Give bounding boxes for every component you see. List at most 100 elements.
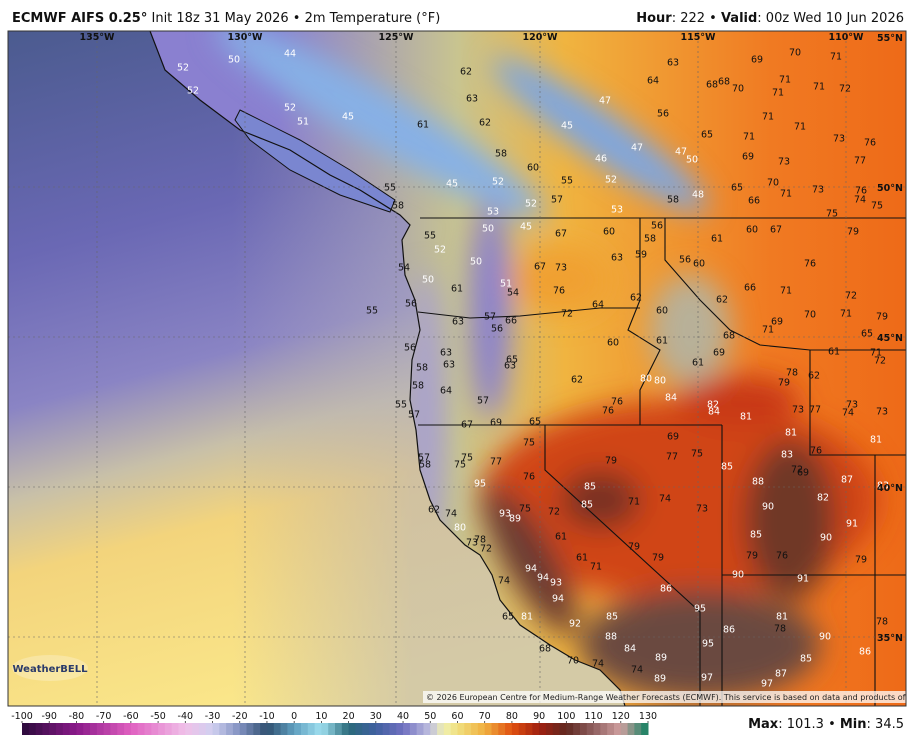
colorbar-segment xyxy=(151,723,159,735)
colorbar-segment xyxy=(525,723,533,735)
temperature-label: 86 xyxy=(723,625,735,636)
temperature-label: 62 xyxy=(716,295,728,306)
temperature-label: 93 xyxy=(550,578,562,589)
colorbar-segment xyxy=(130,723,139,735)
temperature-label: 65 xyxy=(502,612,514,623)
temperature-label: 63 xyxy=(466,94,478,105)
temperature-label: 81 xyxy=(521,612,533,623)
temperature-label: 65 xyxy=(861,329,873,340)
temperature-label: 84 xyxy=(708,407,720,418)
colorbar-tick-label: 80 xyxy=(506,711,518,722)
temperature-label: 60 xyxy=(656,306,668,317)
temperature-label: 47 xyxy=(631,143,643,154)
colorbar-segment xyxy=(294,723,302,735)
colorbar-tick-label: 40 xyxy=(397,711,409,722)
temperature-label: 76 xyxy=(855,186,867,197)
temperature-label: 65 xyxy=(529,417,541,428)
temperature-label: 71 xyxy=(762,112,774,123)
temperature-label: 59 xyxy=(635,250,647,261)
colorbar-segment xyxy=(192,723,200,735)
colorbar-segment xyxy=(423,723,431,735)
temperature-label: 85 xyxy=(606,612,618,623)
temperature-label: 68 xyxy=(706,80,718,91)
colorbar-segment xyxy=(300,723,309,735)
colorbar-segment xyxy=(212,723,220,735)
temperature-label: 75 xyxy=(454,460,466,471)
temperature-label: 67 xyxy=(534,262,546,273)
temperature-label: 60 xyxy=(693,259,705,270)
colorbar-segment xyxy=(76,723,84,735)
temperature-label: 91 xyxy=(797,574,809,585)
temperature-label: 71 xyxy=(813,82,825,93)
temperature-label: 58 xyxy=(412,381,424,392)
text-run: Min xyxy=(840,717,867,732)
temperature-label: 79 xyxy=(628,542,640,553)
colorbar-tick-label: -90 xyxy=(41,711,57,722)
temperature-label: 80 xyxy=(654,376,666,387)
temperature-label: 67 xyxy=(770,225,782,236)
colorbar-segment xyxy=(579,723,588,735)
temperature-label: 74 xyxy=(445,509,457,520)
colorbar-segment xyxy=(62,723,71,735)
colorbar-tick-label: 130 xyxy=(639,711,657,722)
colorbar-segment xyxy=(49,723,57,735)
temperature-label: 85 xyxy=(721,462,733,473)
temperature-label: 73 xyxy=(792,405,804,416)
temperature-label: 61 xyxy=(656,336,668,347)
temperature-label: 58 xyxy=(667,195,679,206)
temperature-label: 50 xyxy=(482,224,494,235)
temperature-label: 86 xyxy=(859,647,871,658)
colorbar-segment xyxy=(144,723,152,735)
temperature-label: 87 xyxy=(775,669,787,680)
temperature-label: 81 xyxy=(870,435,882,446)
temperature-label: 93 xyxy=(499,509,511,520)
temperature-label: 52 xyxy=(187,86,199,97)
colorbar-segment xyxy=(355,723,363,735)
temperature-label: 61 xyxy=(451,284,463,295)
temperature-label: 56 xyxy=(405,299,417,310)
temperature-label: 53 xyxy=(487,207,499,218)
temperature-label: 94 xyxy=(525,564,537,575)
colorbar-tick-label: 20 xyxy=(343,711,355,722)
temperature-label: 52 xyxy=(492,177,504,188)
colorbar-segment xyxy=(627,723,635,735)
colorbar-segment xyxy=(341,723,350,735)
temperature-label: 74 xyxy=(592,659,604,670)
temperature-label: 62 xyxy=(808,371,820,382)
temperature-label: 58 xyxy=(495,149,507,160)
temperature-label: 81 xyxy=(740,412,752,423)
text-run: Max xyxy=(748,717,779,732)
temperature-label: 75 xyxy=(691,449,703,460)
temperature-label: 75 xyxy=(519,504,531,515)
colorbar-tick-label: -50 xyxy=(150,711,166,722)
temperature-label: 73 xyxy=(833,134,845,145)
temperature-label: 61 xyxy=(555,532,567,543)
latitude-label: 50°N xyxy=(877,183,903,194)
temperature-label: 79 xyxy=(855,555,867,566)
temperature-label: 70 xyxy=(567,656,579,667)
temperature-label: 60 xyxy=(607,338,619,349)
colorbar-segment xyxy=(205,723,214,735)
temperature-label: 73 xyxy=(812,185,824,196)
temperature-label: 69 xyxy=(751,55,763,66)
colorbar-segment xyxy=(158,723,166,735)
temperature-label: 65 xyxy=(731,183,743,194)
temperature-label: 75 xyxy=(461,453,473,464)
temperature-label: 79 xyxy=(876,312,888,323)
text-run: : 222 • xyxy=(672,11,721,26)
temperature-label: 78 xyxy=(876,617,888,628)
temperature-label: 74 xyxy=(842,408,854,419)
temperature-label: 94 xyxy=(552,594,564,605)
colorbar-tick-label: 60 xyxy=(451,711,463,722)
colorbar-tick-label: 0 xyxy=(291,711,297,722)
temperature-label: 57 xyxy=(484,312,496,323)
temperature-label: 79 xyxy=(847,227,859,238)
temperature-label: 77 xyxy=(809,405,821,416)
temperature-label: 73 xyxy=(778,157,790,168)
colorbar-segment xyxy=(232,723,241,735)
temperature-label: 71 xyxy=(628,497,640,508)
temperature-label: 57 xyxy=(477,396,489,407)
